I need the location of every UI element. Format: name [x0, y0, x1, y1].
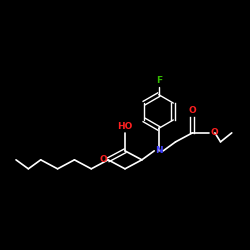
Text: F: F — [156, 76, 162, 84]
Text: N: N — [155, 146, 162, 155]
Text: O: O — [210, 128, 218, 137]
Text: O: O — [188, 106, 196, 115]
Text: HO: HO — [117, 122, 133, 130]
Text: O: O — [99, 155, 107, 164]
